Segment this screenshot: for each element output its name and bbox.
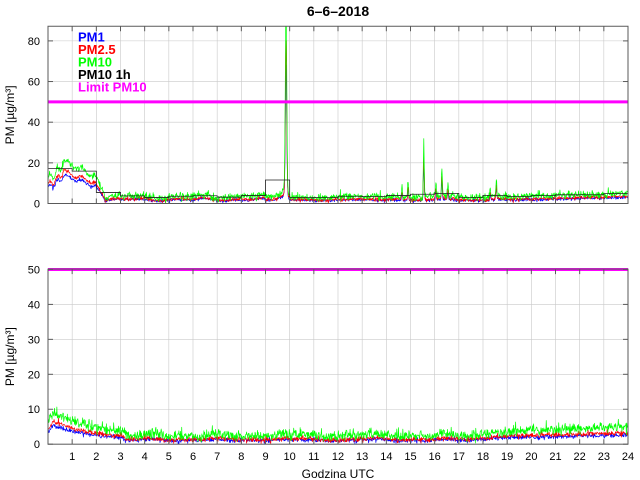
- svg-text:6: 6: [190, 451, 196, 463]
- svg-text:20: 20: [28, 158, 40, 170]
- svg-text:80: 80: [28, 36, 40, 48]
- svg-text:Godzina UTC: Godzina UTC: [302, 467, 375, 480]
- svg-text:0: 0: [34, 439, 40, 451]
- svg-text:12: 12: [332, 451, 344, 463]
- svg-text:4: 4: [142, 451, 148, 463]
- svg-text:PM [µg/m³]: PM [µg/m³]: [3, 327, 17, 386]
- svg-text:60: 60: [28, 77, 40, 89]
- svg-text:22: 22: [574, 451, 586, 463]
- svg-text:30: 30: [28, 334, 40, 346]
- svg-text:8: 8: [238, 451, 244, 463]
- svg-text:10: 10: [28, 404, 40, 416]
- svg-text:13: 13: [356, 451, 368, 463]
- svg-text:15: 15: [404, 451, 416, 463]
- svg-text:7: 7: [214, 451, 220, 463]
- svg-text:18: 18: [477, 451, 489, 463]
- svg-text:PM [µg/m³]: PM [µg/m³]: [3, 85, 17, 144]
- svg-text:14: 14: [380, 451, 392, 463]
- svg-text:40: 40: [28, 117, 40, 129]
- svg-text:9: 9: [262, 451, 268, 463]
- svg-text:16: 16: [429, 451, 441, 463]
- svg-text:40: 40: [28, 299, 40, 311]
- svg-text:19: 19: [501, 451, 513, 463]
- svg-text:Limit PM10: Limit PM10: [78, 80, 147, 95]
- svg-text:0: 0: [34, 199, 40, 211]
- svg-text:23: 23: [598, 451, 610, 463]
- svg-text:10: 10: [284, 451, 296, 463]
- svg-text:20: 20: [28, 369, 40, 381]
- svg-text:6–6–2018: 6–6–2018: [307, 3, 370, 19]
- svg-text:5: 5: [166, 451, 172, 463]
- svg-text:20: 20: [525, 451, 537, 463]
- svg-text:2: 2: [93, 451, 99, 463]
- svg-text:11: 11: [308, 451, 319, 463]
- svg-text:21: 21: [549, 451, 561, 463]
- svg-text:3: 3: [117, 451, 123, 463]
- svg-text:1: 1: [69, 451, 75, 463]
- svg-text:24: 24: [622, 451, 634, 463]
- svg-text:50: 50: [28, 264, 40, 276]
- svg-text:17: 17: [453, 451, 465, 463]
